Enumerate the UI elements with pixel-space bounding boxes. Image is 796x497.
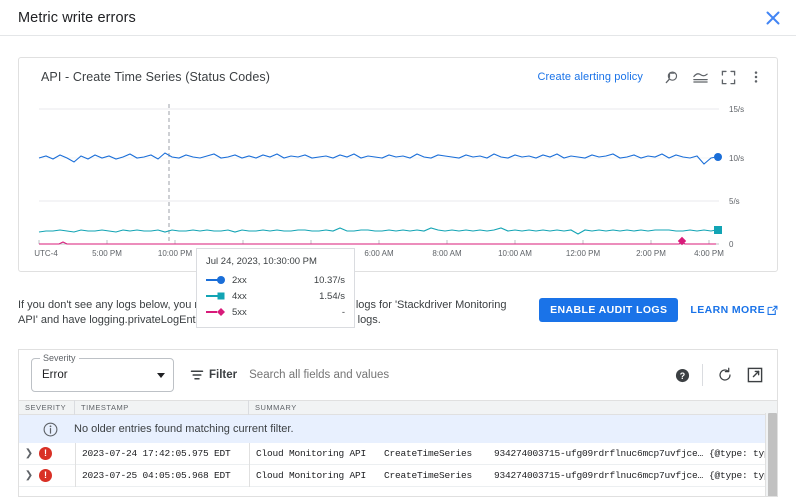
filter-button-label: Filter — [209, 369, 238, 381]
refresh-icon[interactable] — [711, 361, 739, 389]
page-title: Metric write errors — [18, 9, 136, 26]
fullscreen-icon[interactable] — [715, 64, 741, 90]
svg-text:4:00 PM: 4:00 PM — [694, 249, 724, 258]
column-header-severity[interactable]: SEVERITY — [19, 400, 75, 415]
severity-selected-value: Error — [42, 369, 68, 381]
svg-text:12:00 PM: 12:00 PM — [566, 249, 601, 258]
learn-more-link[interactable]: LEARN MORE — [690, 304, 778, 316]
search-input[interactable] — [249, 369, 666, 381]
logs-toolbar: Severity Error Filter ? — [19, 350, 777, 400]
expand-row-icon[interactable]: ❯ — [24, 448, 34, 459]
status-badge: ! — [39, 469, 52, 482]
logs-scrollbar-thumb[interactable] — [768, 413, 777, 496]
series-4xx — [38, 227, 717, 235]
severity-select[interactable]: Severity Error — [31, 353, 174, 392]
svg-text:UTC-4: UTC-4 — [34, 249, 58, 258]
tooltip-value-4xx: 1.54/s — [319, 290, 345, 302]
chart-lines-icon[interactable] — [687, 64, 713, 90]
ytick-15: 15/s — [729, 105, 744, 114]
expand-row-icon[interactable]: ❯ — [24, 470, 34, 481]
chart-title: API - Create Time Series (Status Codes) — [41, 70, 270, 84]
enable-audit-logs-button[interactable]: ENABLE AUDIT LOGS — [539, 298, 679, 322]
tooltip-row-2xx: 2xx 10.37/s — [206, 272, 345, 288]
filter-button[interactable]: Filter — [190, 368, 237, 382]
summary-resource: 934274003715-ufg09rdrflnuc6mcp7uvfjce… — [494, 469, 704, 481]
timestamp-cell: 2023-07-25 04:05:05.968 EDT — [75, 464, 249, 487]
ytick-5: 5/s — [729, 197, 740, 206]
chart-plot-area[interactable]: 15/s 10/s 5/s 0 UTC-4 5:00 PM — [19, 96, 777, 328]
svg-text:6:00 AM: 6:00 AM — [364, 249, 394, 258]
ytick-10: 10/s — [729, 154, 744, 163]
svg-text:5:00 PM: 5:00 PM — [92, 249, 122, 258]
chart-svg: 15/s 10/s 5/s 0 UTC-4 5:00 PM — [34, 104, 744, 258]
tooltip-label-5xx: 5xx — [232, 306, 247, 318]
svg-text:8:00 AM: 8:00 AM — [432, 249, 462, 258]
series-5xx-endpoint — [677, 236, 687, 246]
ytick-0: 0 — [729, 240, 734, 249]
logs-table-header: SEVERITY TIMESTAMP SUMMARY — [19, 400, 777, 415]
svg-text:10:00 PM: 10:00 PM — [158, 249, 193, 258]
chevron-down-icon — [157, 372, 165, 378]
severity-legend-label: Severity — [40, 353, 79, 363]
status-badge: ! — [39, 447, 52, 460]
series-4xx-endpoint — [714, 226, 722, 234]
series-5xx — [39, 241, 716, 245]
open-in-new-icon — [767, 305, 778, 315]
legend-marker-diamond-icon — [206, 307, 228, 317]
tooltip-value-2xx: 10.37/s — [313, 274, 345, 286]
summary-service: Cloud Monitoring API — [256, 469, 367, 481]
tooltip-value-5xx: - — [341, 306, 345, 318]
chart-card: API - Create Time Series (Status Codes) … — [18, 57, 778, 328]
summary-resource: 934274003715-ufg09rdrflnuc6mcp7uvfjce… — [494, 447, 704, 459]
xtick-labels: UTC-4 5:00 PM 10:00 PM 2:00 AM 4:00 AM 6… — [34, 249, 724, 258]
legend-marker-circle-icon — [206, 275, 228, 285]
table-row[interactable]: ❯ ! 2023-07-24 17:42:05.975 EDT Cloud Mo… — [19, 442, 777, 465]
logs-scrollbar[interactable] — [765, 413, 777, 496]
summary-method: CreateTimeSeries — [384, 447, 473, 459]
severity-cell: ! — [39, 447, 75, 460]
summary-method: CreateTimeSeries — [384, 469, 473, 481]
column-header-timestamp[interactable]: TIMESTAMP — [75, 400, 249, 415]
table-row[interactable]: ❯ ! 2023-07-25 04:05:05.968 EDT Cloud Mo… — [19, 464, 777, 487]
svg-text:?: ? — [679, 370, 684, 380]
series-2xx-endpoint — [714, 153, 722, 161]
tooltip-date: Jul 24, 2023, 10:30:00 PM — [206, 256, 317, 267]
tooltip-row-5xx: 5xx - — [206, 304, 345, 320]
toolbar-divider — [702, 364, 703, 386]
dialog-header: Metric write errors — [0, 0, 796, 36]
svg-text:2:00 PM: 2:00 PM — [636, 249, 666, 258]
series-2xx — [38, 152, 717, 165]
no-older-entries-text: No older entries found matching current … — [74, 423, 294, 435]
timestamp-cell: 2023-07-24 17:42:05.975 EDT — [75, 442, 249, 465]
notice-actions: ENABLE AUDIT LOGS LEARN MORE — [539, 298, 778, 322]
summary-payload: {@type: type.g… — [709, 469, 777, 481]
help-icon[interactable]: ? — [668, 361, 696, 389]
info-icon — [43, 422, 58, 436]
summary-cell: Cloud Monitoring API CreateTimeSeries 93… — [249, 442, 777, 465]
learn-more-label: LEARN MORE — [690, 304, 765, 316]
open-in-new-icon[interactable] — [741, 361, 769, 389]
chart-header: API - Create Time Series (Status Codes) … — [19, 58, 777, 96]
tooltip-label-2xx: 2xx — [232, 274, 247, 286]
audit-logs-notice: If you don't see any logs below, you may… — [18, 298, 778, 328]
summary-payload: {@type: type.g… — [709, 447, 777, 459]
zoom-reset-icon[interactable] — [659, 64, 685, 90]
column-header-summary[interactable]: SUMMARY — [255, 403, 297, 412]
summary-cell: Cloud Monitoring API CreateTimeSeries 93… — [249, 464, 777, 487]
svg-text:10:00 AM: 10:00 AM — [498, 249, 532, 258]
create-alerting-policy-link[interactable]: Create alerting policy — [537, 71, 643, 83]
xtick-marks — [38, 240, 710, 244]
legend-marker-square-icon — [206, 291, 228, 301]
severity-cell: ! — [39, 469, 75, 482]
close-icon[interactable] — [760, 5, 786, 31]
chart-tooltip: Jul 24, 2023, 10:30:00 PM 2xx 10.37/s — [196, 248, 355, 328]
tooltip-row-4xx: 4xx 1.54/s — [206, 288, 345, 304]
filter-icon — [190, 370, 204, 380]
more-vert-icon[interactable] — [743, 64, 769, 90]
no-older-entries-row: No older entries found matching current … — [19, 415, 777, 443]
summary-service: Cloud Monitoring API — [256, 447, 367, 459]
logs-panel: Severity Error Filter ? — [18, 349, 778, 497]
tooltip-label-4xx: 4xx — [232, 290, 247, 302]
